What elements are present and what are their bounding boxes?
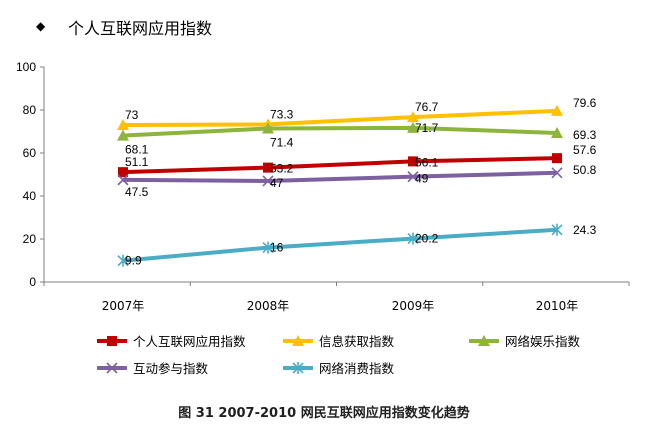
data-label: 16 [270,241,284,255]
x-tick-label: 2008年 [247,299,290,313]
chart-header: ◆ 个人互联网应用指数 [0,0,648,40]
square-marker [118,167,128,178]
data-label: 51.1 [125,155,149,169]
figure-caption: 图 31 2007-2010 网民互联网应用指数变化趋势 [178,406,470,421]
legend-label: 网络消费指数 [319,361,395,376]
data-label: 57.6 [573,143,597,157]
triangle-marker [117,129,129,141]
data-label: 47.5 [125,185,149,199]
data-label: 53.2 [270,162,294,176]
line-chart: 0 20 40 60 80 100 2007年 2008年 2009年 2010年 51.1 53… [16,60,630,376]
legend-label: 网络娱乐指数 [505,334,581,349]
x-marker [106,362,118,374]
triangle-marker [407,111,419,123]
star-marker [117,254,129,267]
x-tick-label: 2010年 [536,299,579,313]
series-5 [117,223,563,267]
y-tick-label: 20 [23,232,37,246]
data-label: 79.6 [573,96,597,110]
y-tick-label: 0 [29,275,36,289]
square-marker [107,336,117,346]
y-tick-label: 100 [16,60,36,74]
diamond-bullet-icon: ◆ [36,19,46,33]
data-label: 73.3 [270,107,294,121]
series-4 [117,167,563,187]
legend-item-3: 网络娱乐指数 [469,334,581,349]
legend-item-4: 互动参与指数 [97,361,209,376]
data-label: 47 [270,176,284,190]
data-label: 71.7 [415,121,439,135]
triangle-marker [551,127,563,139]
star-marker [551,223,563,236]
legend-item-2: 信息获取指数 [283,334,395,349]
triangle-marker [407,121,419,133]
x-tick-label: 2007年 [102,299,145,313]
data-label: 50.8 [573,163,597,177]
star-marker [292,362,304,374]
square-marker [263,162,273,173]
data-label: 49 [415,172,429,186]
triangle-marker [117,119,129,131]
data-label: 24.3 [573,223,597,237]
series-lines [117,104,563,267]
legend-item-5: 网络消费指数 [283,361,395,376]
y-tick-label: 40 [23,189,37,203]
y-tick-label: 80 [23,103,37,117]
x-marker [262,175,274,187]
data-label: 68.1 [125,143,149,157]
legend-label: 信息获取指数 [319,334,395,349]
data-label: 9.9 [125,254,142,268]
series-line [122,156,558,175]
data-label: 56.1 [415,155,439,169]
y-tick-label: 60 [23,146,37,160]
x-axis-ticks: 2007年 2008年 2009年 2010年 [43,282,630,313]
series-3 [117,121,563,141]
triangle-marker [262,122,274,134]
legend-item-1: 个人互联网应用指数 [97,334,246,349]
star-marker [262,241,274,254]
triangle-marker [478,335,490,346]
y-axis-ticks: 0 20 40 60 80 100 [16,60,44,289]
legend-label: 个人互联网应用指数 [133,334,246,349]
square-marker [408,156,418,167]
triangle-marker [292,335,304,346]
triangle-marker [551,104,563,116]
x-marker [551,167,563,179]
x-tick-label: 2009年 [392,299,435,313]
legend-label: 互动参与指数 [133,361,209,376]
x-marker [407,171,419,183]
data-label: 20.2 [415,232,439,246]
data-label: 71.4 [270,135,294,149]
data-label: 69.3 [573,128,597,142]
square-marker [552,153,562,164]
data-label: 73 [125,108,139,122]
star-marker [407,232,419,245]
series-line [122,125,558,138]
chart-title: 个人互联网应用指数 [68,19,213,38]
data-labels: 51.1 53.2 56.1 57.6 73 73.3 76.7 79.6 68.1 71.4 71… [125,96,597,268]
series-line [122,227,558,263]
series-1 [118,153,562,178]
series-line [122,108,558,128]
x-marker [117,174,129,186]
data-label: 76.7 [415,100,439,114]
series-line [122,170,558,183]
